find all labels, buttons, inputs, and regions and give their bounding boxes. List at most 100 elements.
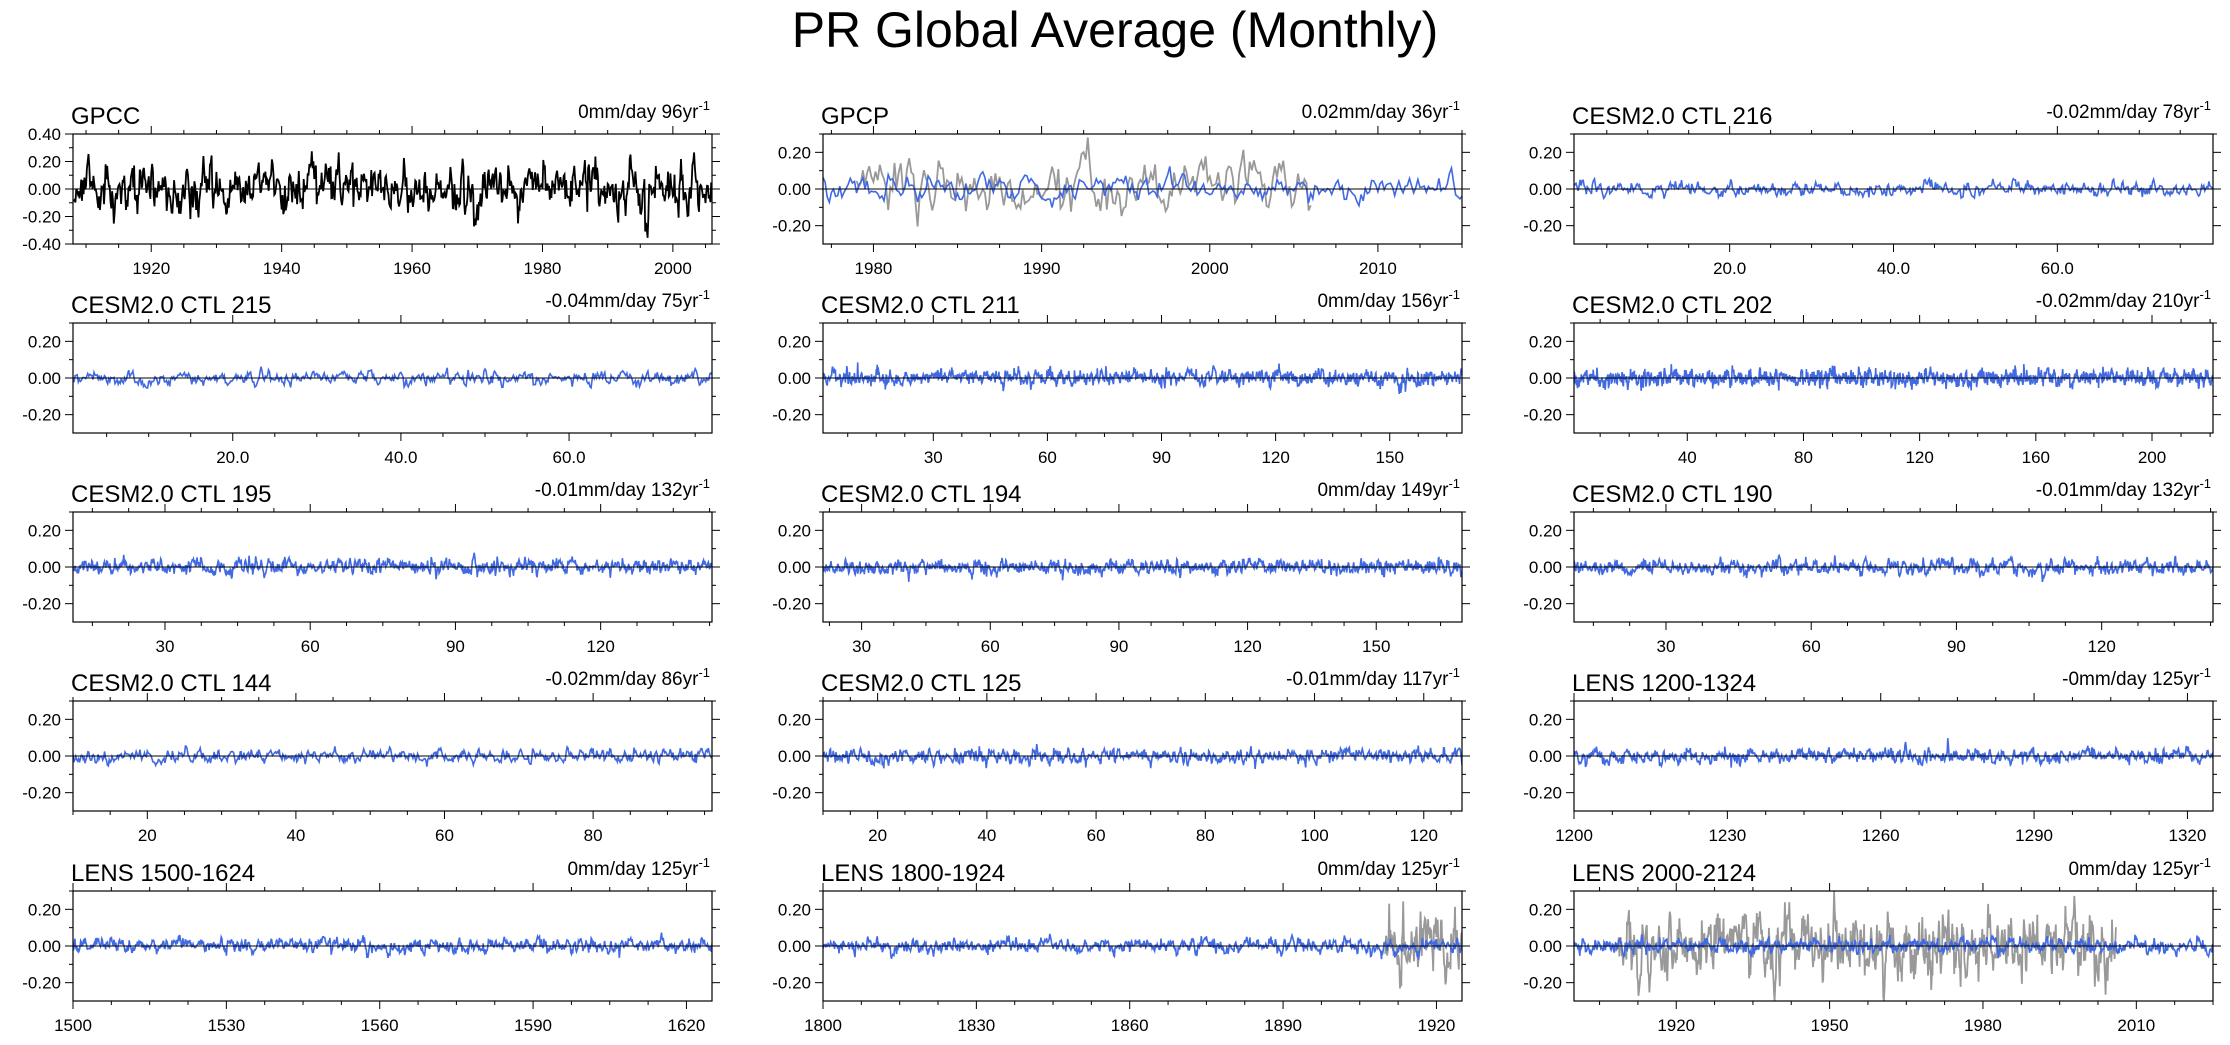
- panel-stat: 0mm/day 125yr-1: [1317, 855, 1460, 880]
- y-tick-label: -0.20: [772, 974, 811, 993]
- x-tick-label: 90: [1947, 637, 1966, 656]
- y-tick-label: 0.00: [1529, 369, 1562, 388]
- x-tick-label: 1980: [855, 259, 893, 278]
- y-tick-label: -0.20: [772, 217, 811, 236]
- panel-title: LENS 1200-1324: [1572, 670, 1756, 697]
- x-tick-label: 60: [1802, 637, 1821, 656]
- x-tick-label: 1940: [263, 259, 301, 278]
- x-tick-label: 30: [852, 637, 871, 656]
- x-tick-label: 60: [301, 637, 320, 656]
- panel-title: CESM2.0 CTL 190: [1572, 481, 1773, 508]
- panel-12: 1200 1230 1260 1290 1320 -0.20 0.00 0.20 LENS 12…: [1523, 665, 2221, 845]
- x-tick-label: 60: [435, 826, 454, 845]
- x-tick-label: 1500: [54, 1016, 92, 1035]
- y-tick-label: -0.20: [1523, 974, 1562, 993]
- x-tick-label: 40.0: [384, 448, 417, 467]
- panel-11: 20 40 60 80 100 120 -0.20 0.00 0.20 CESM2.0 CTL 1…: [772, 665, 1470, 845]
- panel-7: 30 60 90 120 -0.20 0.00 0.20 CESM2.0 CTL 195 -0.…: [22, 476, 720, 656]
- panel-stat: -0mm/day 125yr-1: [2062, 665, 2211, 690]
- panel-stat: 0.02mm/day 36yr-1: [1302, 98, 1460, 123]
- panel-1: 1920 1940 1960 1980 2000 -0.40 -0.20 0.00 0.20 0.…: [22, 98, 720, 278]
- panel-stat: -0.04mm/day 75yr-1: [545, 287, 710, 312]
- x-tick-label: 30: [156, 637, 175, 656]
- panel-14: 1800 1830 1860 1890 1920 -0.20 0.00 0.20 LENS 18…: [772, 855, 1470, 1035]
- y-tick-label: 0.20: [1529, 710, 1562, 729]
- x-tick-label: 1890: [1264, 1016, 1302, 1035]
- panel-stat: -0.02mm/day 78yr-1: [2046, 98, 2211, 123]
- panel-2: 1980 1990 2000 2010 -0.20 0.00 0.20 GPCP 0.02mm/…: [772, 98, 1470, 278]
- panel-stat: -0.01mm/day 117yr-1: [1286, 665, 1460, 690]
- y-tick-label: 0.20: [778, 143, 811, 162]
- panel-title: LENS 1500-1624: [71, 860, 255, 887]
- panel-3: 20.0 40.0 60.0 -0.20 0.00 0.20 CESM2.0 CTL 216…: [1523, 98, 2221, 278]
- x-tick-label: 40: [977, 826, 996, 845]
- x-tick-label: 30: [924, 448, 943, 467]
- series-line-model: [73, 366, 712, 390]
- x-tick-label: 40: [286, 826, 305, 845]
- x-tick-label: 20.0: [1713, 259, 1746, 278]
- x-tick-label: 1980: [524, 259, 562, 278]
- y-tick-label: 0.00: [1529, 558, 1562, 577]
- y-tick-label: 0.00: [778, 937, 811, 956]
- x-tick-label: 150: [1376, 448, 1404, 467]
- x-tick-label: 1530: [207, 1016, 245, 1035]
- x-tick-label: 1830: [957, 1016, 995, 1035]
- y-tick-label: 0.20: [28, 710, 61, 729]
- x-tick-label: 1230: [1708, 826, 1746, 845]
- panel-4: 20.0 40.0 60.0 -0.20 0.00 0.20 CESM2.0 CTL 215…: [22, 287, 720, 467]
- series-line-model: [73, 932, 712, 959]
- x-tick-label: 60: [1087, 826, 1106, 845]
- series-line-model: [1574, 738, 2213, 769]
- x-tick-label: 100: [1300, 826, 1328, 845]
- x-tick-label: 1920: [1418, 1016, 1456, 1035]
- x-tick-label: 2000: [1191, 259, 1229, 278]
- x-tick-label: 1260: [1862, 826, 1900, 845]
- panel-stat: -0.01mm/day 132yr-1: [2036, 476, 2211, 501]
- x-tick-label: 30: [1657, 637, 1676, 656]
- y-tick-label: -0.20: [1523, 217, 1562, 236]
- y-tick-label: 0.00: [28, 937, 61, 956]
- y-tick-label: -0.20: [772, 595, 811, 614]
- y-tick-label: -0.20: [772, 784, 811, 803]
- y-tick-label: 0.20: [28, 153, 61, 172]
- y-tick-label: 0.00: [28, 369, 61, 388]
- x-tick-label: 60: [1038, 448, 1057, 467]
- panel-title: GPCC: [71, 103, 140, 130]
- series-line-model: [823, 164, 1462, 209]
- y-tick-label: 0.20: [28, 521, 61, 540]
- x-tick-label: 120: [2087, 637, 2115, 656]
- y-tick-label: -0.20: [22, 208, 61, 227]
- panel-8: 30 60 90 120 150 -0.20 0.00 0.20 CESM2.0 CTL 194…: [772, 476, 1470, 656]
- y-tick-label: 0.20: [778, 332, 811, 351]
- y-tick-label: 0.20: [778, 900, 811, 919]
- y-tick-label: 0.00: [778, 180, 811, 199]
- series-line-observation_overlay: [855, 137, 1312, 227]
- x-tick-label: 40: [1678, 448, 1697, 467]
- y-tick-label: -0.20: [1523, 784, 1562, 803]
- x-tick-label: 1980: [1964, 1016, 2002, 1035]
- y-tick-label: -0.20: [22, 974, 61, 993]
- y-tick-label: 0.20: [1529, 521, 1562, 540]
- series-line-model: [823, 743, 1462, 770]
- x-tick-label: 2010: [1359, 259, 1397, 278]
- panel-title: CESM2.0 CTL 215: [71, 292, 272, 319]
- y-tick-label: 0.20: [1529, 143, 1562, 162]
- x-tick-label: 1590: [514, 1016, 552, 1035]
- y-tick-label: 0.00: [1529, 747, 1562, 766]
- y-tick-label: 0.20: [1529, 900, 1562, 919]
- panel-10: 20 40 60 80 -0.20 0.00 0.20 CESM2.0 CTL 144 -0.0…: [22, 665, 720, 845]
- series-line-observation_overlay: [1614, 891, 2117, 1001]
- x-tick-label: 2010: [2117, 1016, 2155, 1035]
- panel-5: 30 60 90 120 150 -0.20 0.00 0.20 CESM2.0 CTL 211…: [772, 287, 1470, 467]
- x-tick-label: 40.0: [1877, 259, 1910, 278]
- panel-6: 40 80 120 160 200 -0.20 0.00 0.20 CESM2.0 CTL 20…: [1523, 287, 2221, 467]
- panel-title: CESM2.0 CTL 211: [821, 292, 1020, 319]
- panel-9: 30 60 90 120 -0.20 0.00 0.20 CESM2.0 CTL 190 -0.…: [1523, 476, 2221, 656]
- panel-title: LENS 2000-2124: [1572, 860, 1756, 887]
- x-tick-label: 90: [1152, 448, 1171, 467]
- y-tick-label: 0.20: [778, 710, 811, 729]
- y-tick-label: 0.00: [778, 558, 811, 577]
- x-tick-label: 120: [1233, 637, 1261, 656]
- panel-13: 1500 1530 1560 1590 1620 -0.20 0.00 0.20 LENS 15…: [22, 855, 720, 1035]
- x-tick-label: 1990: [1023, 259, 1061, 278]
